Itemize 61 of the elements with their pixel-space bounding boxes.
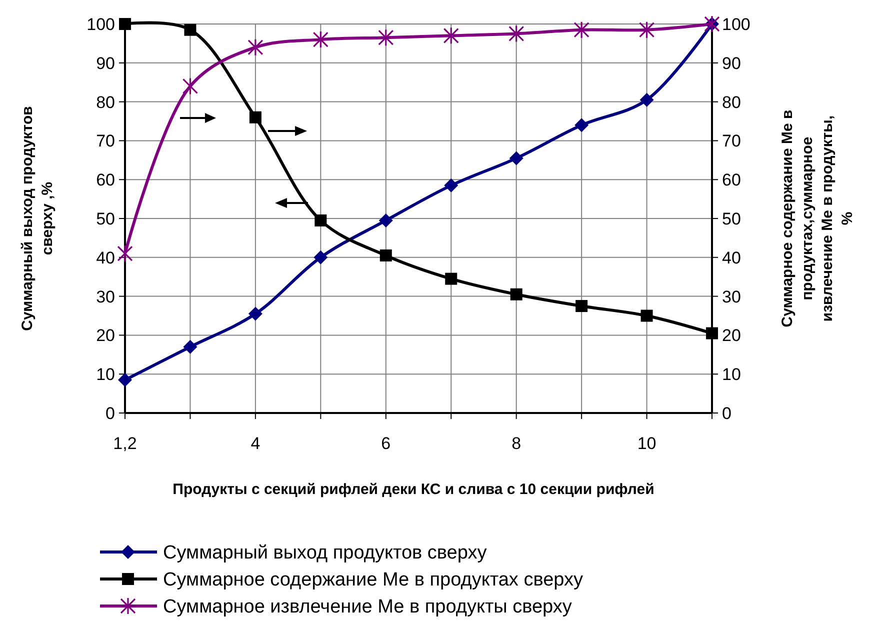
point — [380, 249, 392, 262]
legend-label: Суммарный выход продуктов сверху — [163, 542, 488, 564]
point — [314, 250, 328, 264]
point — [184, 24, 196, 36]
legend-label: Суммарное содержание Ме в продуктах сверху — [163, 570, 584, 591]
y-tick-label: 0 — [106, 404, 115, 423]
y2-tick-label: 90 — [722, 54, 741, 73]
y2-tick-label: 10 — [722, 365, 741, 384]
y2-tick-label: 40 — [722, 248, 741, 268]
y-tick-label: 100 — [86, 14, 115, 34]
point — [445, 272, 458, 285]
y-tick-label: 10 — [96, 365, 115, 384]
y-tick-label: 50 — [96, 209, 115, 228]
y-tick-label: 60 — [96, 170, 115, 190]
point — [640, 92, 654, 107]
y-tick-label: 30 — [96, 287, 115, 306]
y2-tick-label: 50 — [722, 209, 741, 228]
point — [574, 21, 590, 39]
y2-tick-label: 60 — [722, 170, 741, 190]
y2-tick-label: 0 — [722, 404, 732, 423]
y-tick-label: 80 — [96, 92, 115, 112]
x-tick-label: 10 — [637, 434, 656, 453]
point — [182, 77, 198, 96]
point — [314, 214, 327, 226]
point — [509, 151, 524, 166]
x-tick-label: 4 — [250, 434, 260, 453]
y2-tick-label: 20 — [722, 326, 741, 346]
point — [378, 213, 393, 228]
point — [443, 26, 459, 44]
point — [508, 24, 524, 43]
point — [248, 306, 262, 321]
point — [117, 244, 133, 262]
point — [576, 300, 588, 312]
point — [248, 38, 264, 56]
point — [638, 21, 655, 39]
y2-tick-label: 80 — [722, 92, 741, 112]
y-tick-label: 40 — [96, 248, 115, 268]
y2-axis-title: Суммарное содержание Ме в продуктах,суммарное извлечение Ме в продукты, % — [779, 110, 856, 328]
point — [183, 340, 198, 354]
point — [118, 372, 132, 387]
point — [574, 118, 589, 132]
x-tick-label: 1,2 — [113, 434, 137, 453]
y2-tick-label: 30 — [722, 287, 741, 306]
x-axis-title: Продукты с секций рифлей деки КС и слива с 10 секции рифлей — [172, 481, 654, 498]
point — [510, 288, 522, 300]
point — [249, 111, 262, 124]
y-tick-label: 20 — [96, 326, 115, 346]
y2-tick-label: 70 — [722, 132, 741, 151]
point — [378, 28, 394, 46]
y2-tick-label: 100 — [722, 14, 750, 34]
x-tick-label: 8 — [512, 434, 522, 453]
y-axis-title: Суммарный выход продуктов сверху ,% — [19, 106, 56, 331]
legend-label: Суммарное извлечение Ме в продукты сверху — [163, 596, 572, 618]
point — [119, 18, 131, 30]
point — [640, 310, 653, 322]
point — [312, 30, 328, 48]
y-tick-label: 90 — [96, 54, 115, 73]
x-tick-label: 6 — [381, 434, 391, 453]
y-tick-label: 70 — [96, 132, 115, 151]
point — [706, 327, 718, 340]
point — [444, 178, 458, 192]
